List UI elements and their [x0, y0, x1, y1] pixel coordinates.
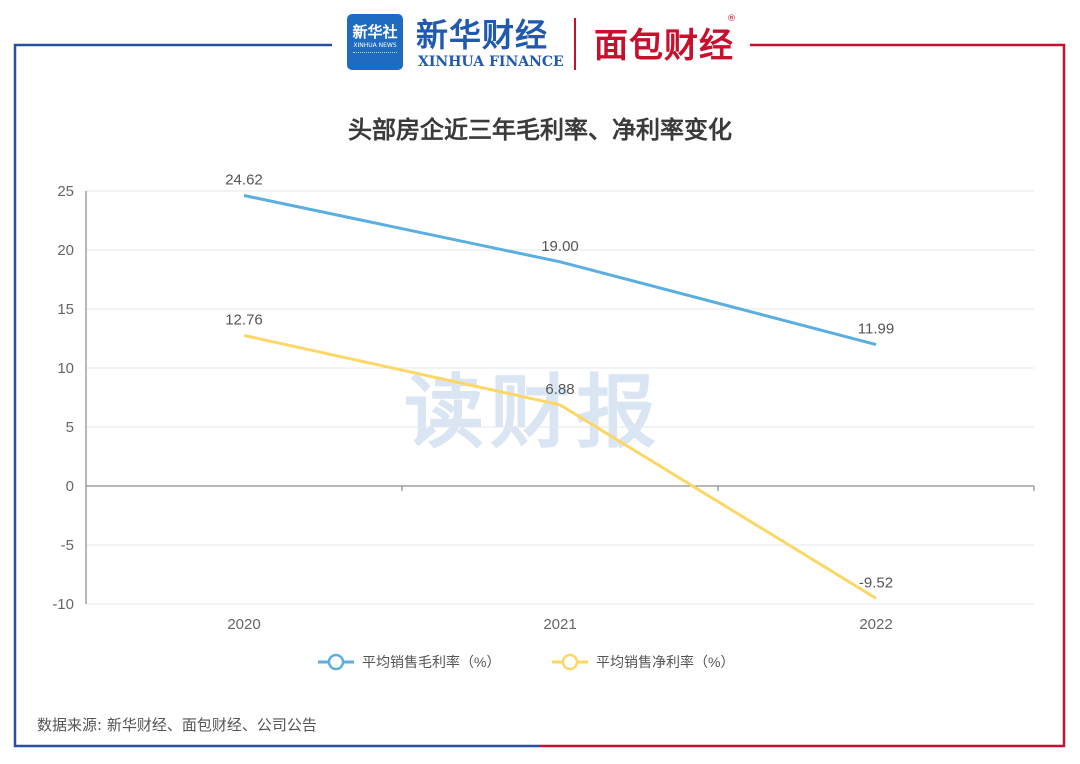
y-tick-label: 15: [57, 301, 74, 318]
data-label: 12.76: [225, 311, 263, 328]
logo-text: 新华社: [352, 23, 398, 41]
brand-chinese-name: 新华财经: [416, 16, 549, 54]
y-tick-label: 10: [57, 360, 74, 377]
xinhua-news-logo: 新华社 XINHUA NEWS: [347, 14, 403, 70]
series-lines: [243, 194, 877, 600]
data-label: 6.88: [545, 381, 574, 398]
brand-english-name: XINHUA FINANCE: [418, 54, 564, 70]
x-tick-label: 2021: [543, 616, 576, 633]
y-tick-label: 0: [66, 478, 74, 495]
y-tick-label: 20: [57, 242, 74, 259]
legend-marker-icon: [561, 653, 579, 671]
grid-lines: [86, 190, 1034, 605]
data-source-note: 数据来源: 新华财经、面包财经、公司公告: [37, 716, 317, 734]
data-label: -9.52: [859, 574, 893, 591]
data-label: 19.00: [541, 238, 579, 255]
logo-subtext: XINHUA NEWS: [353, 42, 397, 49]
axes: [85, 191, 1035, 604]
legend-marker-icon: [327, 653, 345, 671]
y-tick-label: -10: [52, 596, 74, 613]
network-icon: [353, 52, 397, 65]
legend-label: 平均销售毛利率（%）: [362, 654, 500, 670]
series-line: [243, 333, 877, 600]
y-tick-label: 25: [57, 183, 74, 200]
y-tick-labels: 25 20 15 10 5 0 -5 -10: [52, 183, 74, 613]
legend: 平均销售毛利率（%） 平均销售净利率（%）: [318, 653, 734, 671]
chart-title: 头部房企近三年毛利率、净利率变化: [348, 116, 732, 144]
x-tick-label: 2020: [227, 616, 260, 633]
mianbao-caijing-logo: 面包财经: [594, 26, 734, 66]
x-tick-label: 2022: [859, 616, 892, 633]
data-label: 24.62: [225, 171, 263, 188]
legend-item[interactable]: 平均销售净利率（%）: [552, 653, 734, 671]
series-line: [243, 194, 877, 346]
data-labels: 24.62 19.00 11.99 12.76 6.88 -9.52: [225, 171, 894, 591]
legend-item[interactable]: 平均销售毛利率（%）: [318, 653, 500, 671]
y-tick-label: 5: [66, 419, 74, 436]
y-tick-label: -5: [61, 537, 74, 554]
x-tick-labels: 2020 2021 2022: [227, 616, 892, 633]
brand-divider: [574, 18, 576, 70]
data-label: 11.99: [858, 321, 894, 338]
watermark: 读财报: [404, 366, 662, 459]
registered-mark: ®: [727, 14, 736, 24]
legend-label: 平均销售净利率（%）: [596, 654, 734, 670]
